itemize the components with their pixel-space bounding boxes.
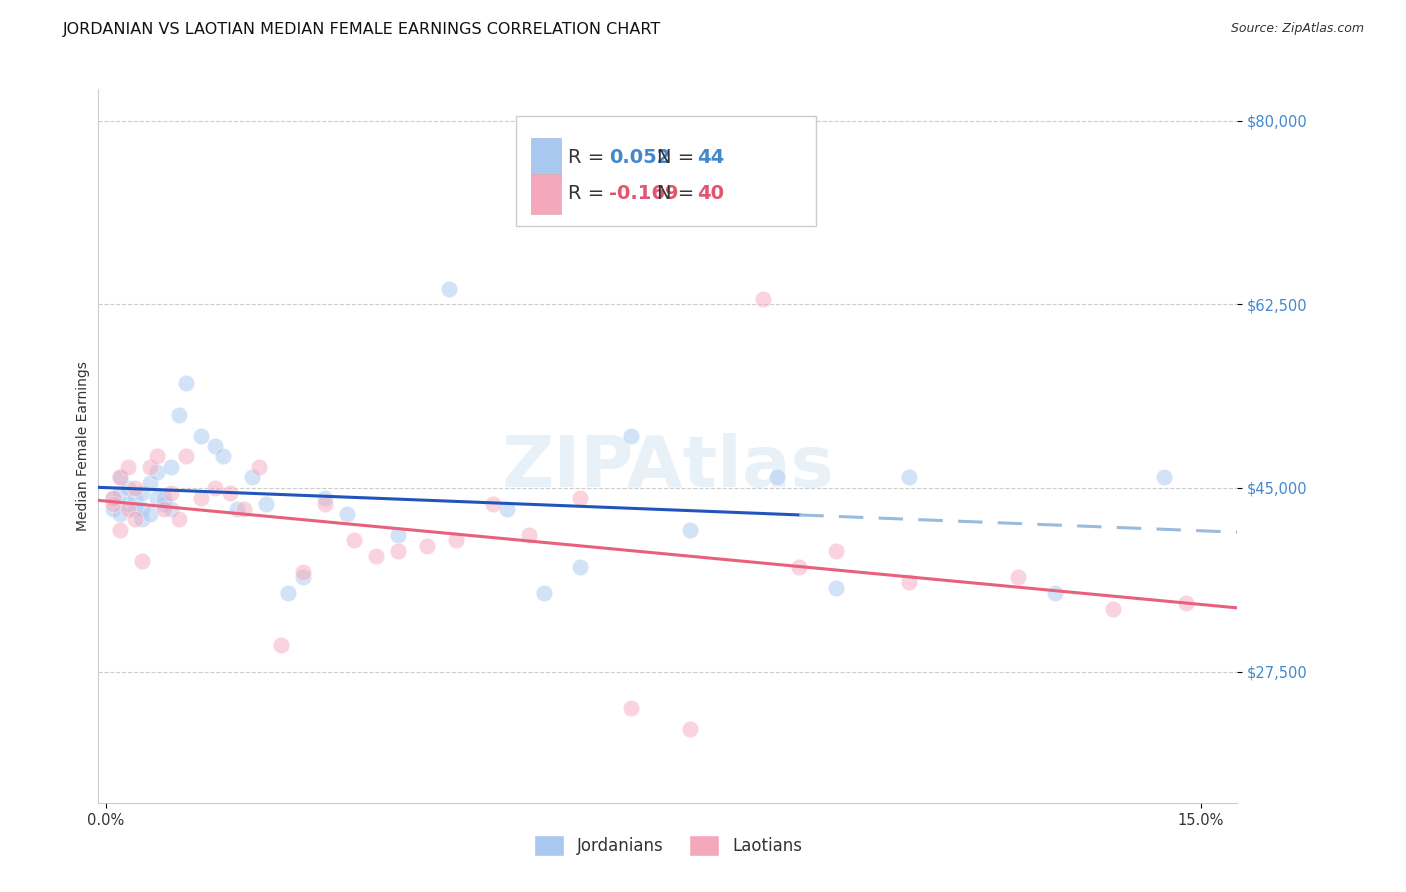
Text: JORDANIAN VS LAOTIAN MEDIAN FEMALE EARNINGS CORRELATION CHART: JORDANIAN VS LAOTIAN MEDIAN FEMALE EARNI… [63,22,661,37]
Point [110,523,132,537]
Point [364,549,387,564]
Point [174,450,197,464]
Point [277,586,299,600]
Point [291,565,314,579]
Point [110,470,132,484]
Point [138,507,160,521]
Point [218,486,240,500]
Point [533,586,555,600]
Point [517,528,540,542]
Text: ZIPAtlas: ZIPAtlas [502,433,834,502]
Point [190,428,212,442]
Point [110,470,132,484]
Point [101,497,124,511]
Point [110,507,132,521]
Point [138,460,160,475]
Point [336,507,359,521]
Point [138,475,160,490]
Point [131,486,153,500]
Point [124,491,146,506]
Point [752,292,775,306]
Point [131,554,153,568]
Point [160,502,183,516]
Point [124,512,146,526]
Point [387,528,409,542]
Point [291,570,314,584]
Text: Source: ZipAtlas.com: Source: ZipAtlas.com [1230,22,1364,36]
Point [569,491,592,506]
Point [233,502,256,516]
Point [247,460,270,475]
Point [204,439,226,453]
Point [620,701,643,715]
Point [1153,470,1175,484]
Point [153,497,176,511]
Point [146,491,169,506]
Text: 40: 40 [696,185,724,203]
Point [117,502,139,516]
Point [160,486,183,500]
Point [153,502,176,516]
Text: R =: R = [568,185,610,203]
Text: 44: 44 [696,148,724,168]
Point [117,497,139,511]
Point [254,497,277,511]
Point [679,523,702,537]
Point [270,639,292,653]
Point [1175,596,1198,610]
Text: N =: N = [658,148,700,168]
Point [110,486,132,500]
Point [1043,586,1066,600]
Point [343,533,366,548]
Point [824,581,846,595]
Point [824,544,846,558]
Point [897,575,920,590]
Text: -0.169: -0.169 [609,185,679,203]
Point [101,502,124,516]
Point [146,450,169,464]
Point [124,481,146,495]
Legend: Jordanians, Laotians: Jordanians, Laotians [527,829,808,863]
Point [314,497,336,511]
Point [211,450,233,464]
Point [240,470,263,484]
Point [124,502,146,516]
Point [481,497,503,511]
Point [146,465,169,479]
Point [496,502,519,516]
Point [101,491,124,506]
Point [167,512,190,526]
Point [437,282,460,296]
Point [160,460,183,475]
Point [416,539,439,553]
Point [226,502,249,516]
Point [101,491,124,506]
Text: R =: R = [568,148,610,168]
Point [1102,601,1125,615]
Point [131,502,153,516]
Point [174,376,197,390]
Point [1007,570,1029,584]
Point [387,544,409,558]
Point [766,470,789,484]
Text: 0.052: 0.052 [609,148,671,168]
Point [569,559,592,574]
Text: N =: N = [658,185,700,203]
Point [190,491,212,506]
Point [444,533,467,548]
Point [153,491,176,506]
Point [204,481,226,495]
Point [117,460,139,475]
Point [314,491,336,506]
Point [167,408,190,422]
Point [787,559,810,574]
Point [620,428,643,442]
Point [117,481,139,495]
Point [679,723,702,737]
Point [131,512,153,526]
Point [897,470,920,484]
Y-axis label: Median Female Earnings: Median Female Earnings [76,361,90,531]
